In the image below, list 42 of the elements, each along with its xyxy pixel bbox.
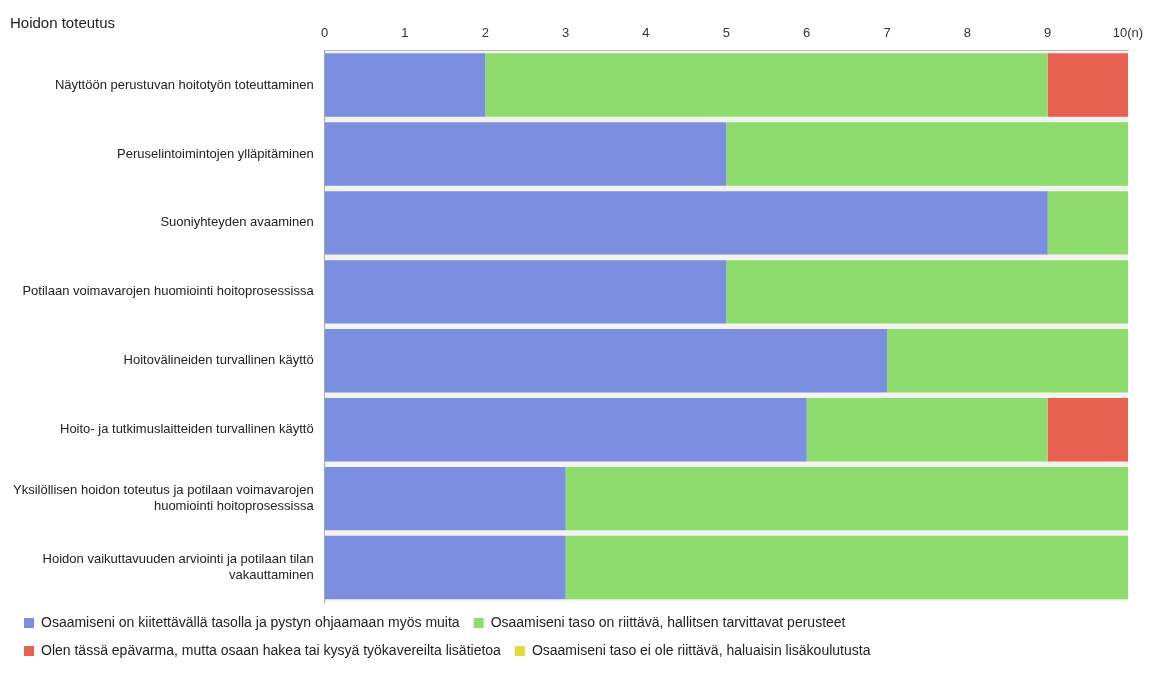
- legend-label: Olen tässä epävarma, mutta osaan hakea tai kysyä työkavereilta lisätietoa: [41, 641, 502, 658]
- x-tick-label: 6: [803, 25, 811, 41]
- x-tick-label: 10(n): [1112, 25, 1144, 41]
- bar: [886, 329, 1128, 393]
- y-tick-label: Hoito- ja tutkimuslaitteiden turvallinen käyttö: [60, 421, 314, 437]
- bar: [324, 53, 486, 117]
- legend-label: Osaamiseni taso on riittävä, hallitsen tarvittavat perusteet: [490, 613, 846, 630]
- x-tick-label: 7: [883, 25, 891, 41]
- bar: [324, 122, 727, 186]
- x-tick-label: 9: [1044, 25, 1052, 41]
- bar: [726, 260, 1128, 324]
- bar: [1047, 397, 1128, 462]
- y-tick-label: Suoniyhteyden avaaminen: [160, 214, 314, 230]
- text: Hoidon toteutus: [10, 14, 116, 32]
- x-tick-label: 5: [722, 25, 730, 41]
- y-tick-label: Hoitovälineiden turvallinen käyttö: [123, 352, 314, 368]
- bar: [1047, 53, 1128, 117]
- x-tick-label: 8: [963, 25, 971, 41]
- bar: [485, 53, 1048, 117]
- y-tick-label: Yksilöllisen hoidon toteutus ja potilaan voimavarojen huomiointi hoitoprosessissa: [13, 482, 315, 513]
- bar: [324, 329, 887, 393]
- bar: [324, 191, 1048, 255]
- y-tick-label: Potilaan voimavarojen huomiointi hoitoprosessissa: [22, 283, 315, 299]
- bar: [565, 535, 1128, 600]
- x-tick-label: 4: [642, 25, 650, 41]
- x-tick-label: 2: [481, 25, 489, 41]
- x-tick-label: 3: [562, 25, 570, 41]
- bar: [1047, 191, 1128, 255]
- bar: [324, 466, 566, 531]
- bar: [324, 260, 727, 324]
- bar: [324, 397, 807, 462]
- x-tick-label: 1: [401, 25, 409, 41]
- bar: [806, 397, 1048, 462]
- bar: [565, 466, 1128, 531]
- bar: [324, 535, 566, 600]
- x-tick-label: 0: [321, 25, 329, 41]
- y-tick-label: Näyttöön perustuvan hoitotyön toteuttaminen: [54, 76, 314, 92]
- y-tick-label: Peruselintoimintojen ylläpitäminen: [117, 145, 314, 161]
- legend-label: Osaamiseni taso ei ole riittävä, haluaisin lisäkoulutusta: [531, 641, 871, 658]
- bar: [726, 122, 1128, 186]
- legend-label: Osaamiseni on kiitettävällä tasolla ja pystyn ohjaamaan myös muita: [41, 613, 460, 630]
- y-tick-label: Hoidon vaikuttavuuden arviointi ja potilaan tilan vakauttaminen: [42, 551, 314, 582]
